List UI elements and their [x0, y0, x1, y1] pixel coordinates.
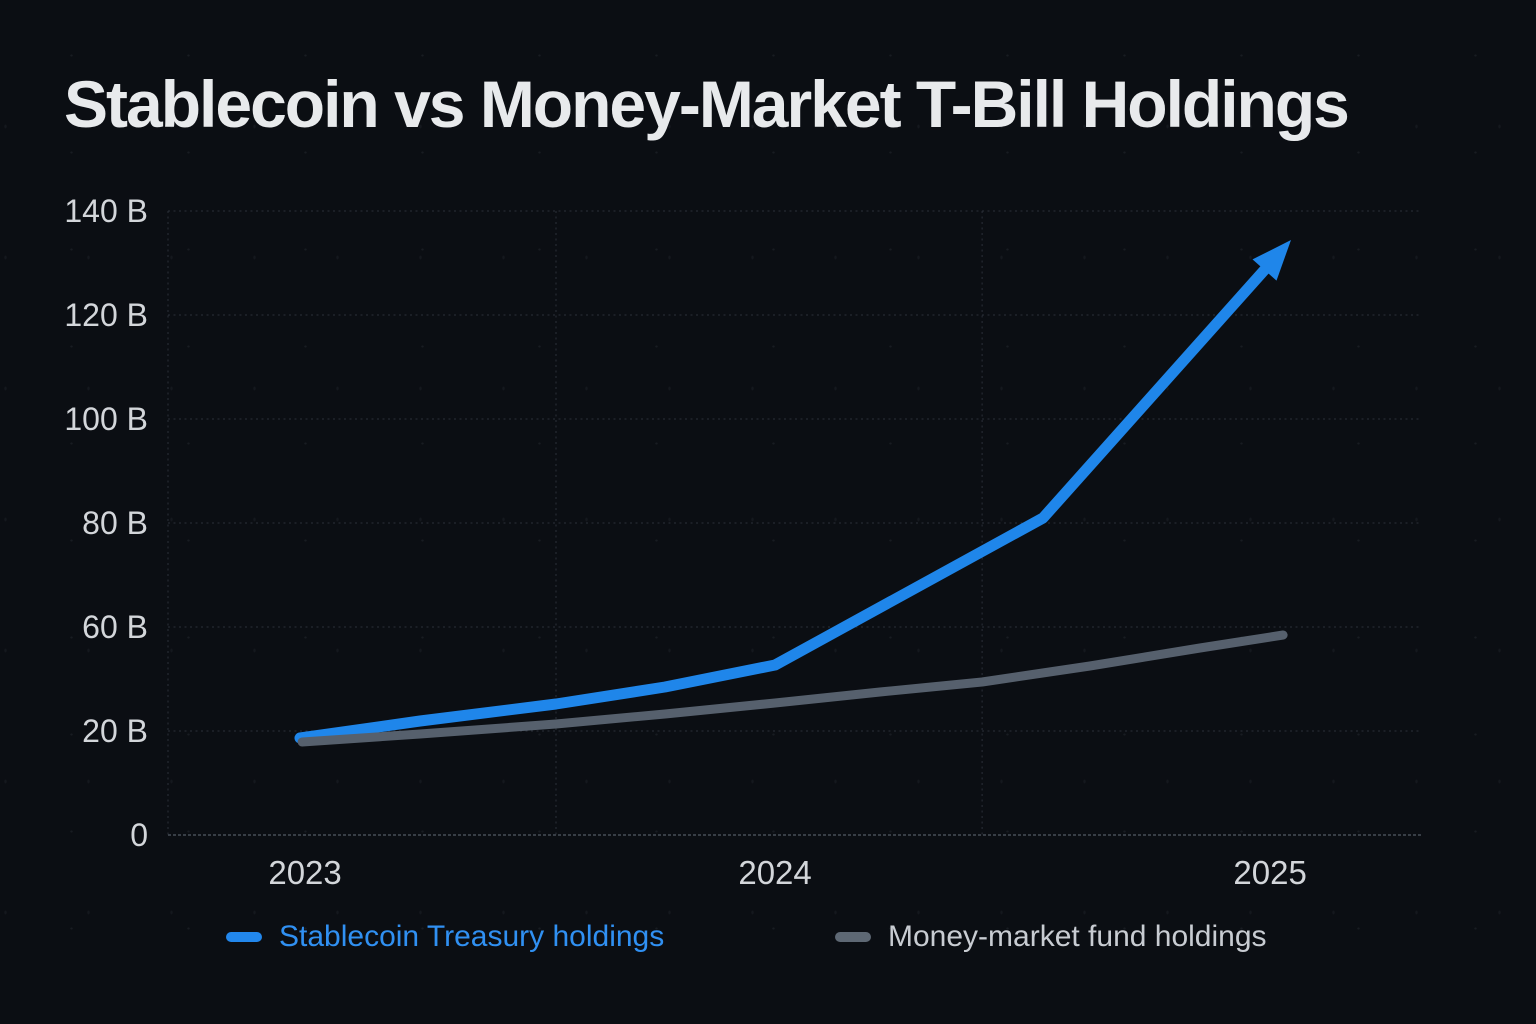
- y-tick-label: 20 B: [82, 713, 148, 749]
- y-tick-label: 0: [130, 817, 148, 853]
- legend-label: Stablecoin Treasury holdings: [279, 920, 665, 953]
- arrowhead-icon: [1252, 240, 1291, 281]
- y-tick-label: 60 B: [82, 609, 148, 645]
- x-tick-label: 2023: [268, 854, 342, 891]
- plot-area: [167, 210, 1422, 836]
- legend-swatch-icon: [835, 932, 871, 942]
- legend: Stablecoin Treasury holdings Money-market…: [0, 914, 1536, 960]
- legend-label: Money-market fund holdings: [888, 920, 1267, 953]
- y-tick-label: 120 B: [64, 297, 148, 333]
- money-market-line: [297, 630, 1288, 747]
- chart-title: Stablecoin vs Money-Market T-Bill Holdin…: [64, 67, 1350, 141]
- y-tick-label: 100 B: [64, 401, 148, 437]
- x-axis-labels: 2023 2024 2025: [168, 852, 1422, 894]
- legend-swatch-icon: [226, 932, 262, 942]
- stablecoin-line: [294, 260, 1274, 744]
- y-tick-label: 140 B: [64, 193, 148, 229]
- legend-item: Stablecoin Treasury holdings: [226, 914, 664, 960]
- y-tick-label: 80 B: [82, 505, 148, 541]
- x-tick-label: 2024: [738, 854, 812, 891]
- plot-svg: [167, 210, 1422, 836]
- y-axis-labels: 140 B 120 B 100 B 80 B 60 B 20 B 0: [0, 193, 148, 853]
- legend-item: Money-market fund holdings: [835, 914, 1267, 960]
- x-tick-label: 2025: [1233, 854, 1307, 891]
